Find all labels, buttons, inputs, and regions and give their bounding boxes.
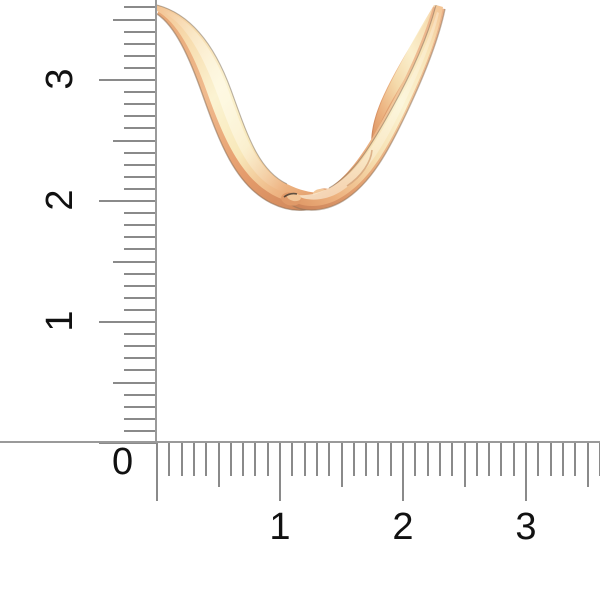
horizontal-tick [438, 443, 441, 476]
horizontal-tick [561, 443, 564, 476]
vertical-tick [99, 200, 157, 202]
vertical-tick [124, 115, 157, 118]
vertical-tick [124, 66, 157, 69]
horizontal-tick [279, 443, 281, 501]
vertical-tick [124, 42, 157, 45]
ruler-origin-label: 0 [112, 441, 134, 483]
vertical-tick [99, 442, 157, 444]
vertical-tick [99, 321, 157, 323]
vertical-tick [124, 284, 157, 287]
vertical-tick [124, 357, 157, 360]
horizontal-tick [463, 443, 466, 487]
product-image [157, 0, 600, 443]
vertical-ruler-label: 1 [39, 310, 81, 332]
vertical-tick [124, 212, 157, 215]
left-earring [157, 4, 333, 211]
horizontal-tick [156, 443, 158, 501]
horizontal-tick [340, 443, 343, 487]
horizontal-tick [303, 443, 306, 476]
horizontal-tick [328, 443, 331, 476]
horizontal-tick [192, 443, 195, 476]
horizontal-tick [402, 443, 404, 501]
horizontal-tick [598, 443, 600, 476]
vertical-tick [124, 393, 157, 396]
vertical-tick [113, 260, 157, 263]
vertical-ruler [0, 0, 157, 444]
horizontal-ruler [156, 443, 600, 501]
vertical-tick [124, 224, 157, 227]
horizontal-tick [414, 443, 417, 476]
vertical-tick [124, 345, 157, 348]
horizontal-tick [512, 443, 515, 476]
vertical-tick [124, 405, 157, 408]
vertical-tick [124, 151, 157, 154]
horizontal-tick [426, 443, 429, 476]
vertical-tick [124, 127, 157, 130]
vertical-ruler-label: 2 [39, 189, 81, 211]
vertical-tick [124, 369, 157, 372]
horizontal-tick [488, 443, 491, 476]
horizontal-tick [537, 443, 540, 476]
horizontal-tick [451, 443, 454, 476]
horizontal-tick [389, 443, 392, 476]
horizontal-tick [242, 443, 245, 476]
vertical-tick [124, 333, 157, 336]
horizontal-ruler-label: 2 [392, 506, 414, 548]
horizontal-tick [254, 443, 257, 476]
horizontal-tick [475, 443, 478, 476]
product-photo-plate [157, 0, 600, 443]
vertical-tick [124, 6, 157, 9]
horizontal-tick [291, 443, 294, 476]
horizontal-tick [217, 443, 220, 487]
horizontal-tick [168, 443, 171, 476]
vertical-tick [124, 236, 157, 239]
vertical-tick [124, 429, 157, 432]
vertical-tick [124, 248, 157, 251]
vertical-tick [124, 296, 157, 299]
horizontal-tick [500, 443, 503, 476]
right-earring [281, 4, 446, 211]
vertical-tick [124, 103, 157, 106]
vertical-tick [124, 30, 157, 33]
horizontal-tick [525, 443, 527, 501]
horizontal-axis-line [0, 441, 600, 443]
vertical-tick [124, 54, 157, 57]
vertical-tick [124, 308, 157, 311]
vertical-tick [124, 187, 157, 190]
vertical-tick [124, 175, 157, 178]
horizontal-tick [365, 443, 368, 476]
horizontal-tick [377, 443, 380, 476]
horizontal-tick [586, 443, 589, 487]
vertical-tick [124, 272, 157, 275]
horizontal-ruler-label: 3 [515, 506, 537, 548]
horizontal-tick [352, 443, 355, 476]
vertical-ruler-label: 3 [39, 68, 81, 90]
vertical-tick [113, 381, 157, 384]
horizontal-tick [574, 443, 577, 476]
horizontal-tick [229, 443, 232, 476]
vertical-tick [113, 139, 157, 142]
vertical-tick [124, 163, 157, 166]
horizontal-tick [180, 443, 183, 476]
horizontal-tick [315, 443, 318, 476]
horizontal-tick [266, 443, 269, 476]
horizontal-tick [549, 443, 552, 476]
vertical-tick [113, 18, 157, 21]
vertical-axis-line [155, 0, 157, 443]
horizontal-tick [205, 443, 208, 476]
vertical-tick [124, 91, 157, 94]
vertical-tick [99, 79, 157, 81]
vertical-tick [124, 417, 157, 420]
horizontal-ruler-label: 1 [269, 506, 291, 548]
